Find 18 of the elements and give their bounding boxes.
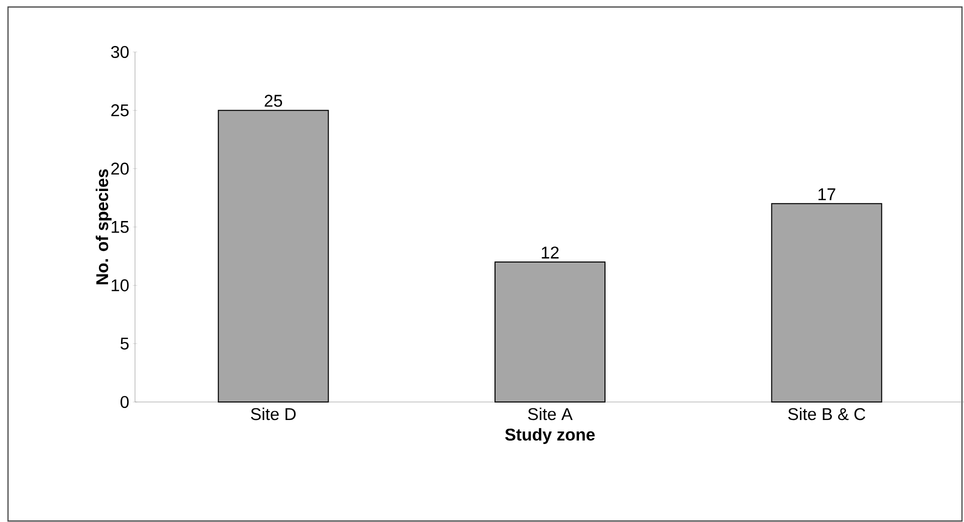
data-label: 12 [542, 246, 559, 258]
y-tick-label: 10 [112, 279, 129, 292]
y-tick-label: 30 [111, 46, 129, 58]
x-tick-label: Site A [528, 408, 573, 420]
y-tick-label: 20 [111, 162, 129, 175]
y-tick-label: 0 [120, 396, 129, 408]
y-tick-label: 25 [111, 104, 129, 116]
x-tick-label: Site D [250, 408, 296, 420]
y-axis-title: No. of species [96, 169, 112, 284]
bar [494, 261, 606, 402]
x-tick-label: Site B & C [788, 408, 866, 420]
bar [218, 110, 329, 402]
data-label: 25 [264, 94, 282, 107]
bar [771, 203, 882, 402]
x-axis-title: Study zone [505, 428, 595, 444]
y-tick-label: 5 [120, 338, 129, 350]
data-label: 17 [818, 188, 836, 200]
y-tick-label: 15 [112, 221, 129, 233]
